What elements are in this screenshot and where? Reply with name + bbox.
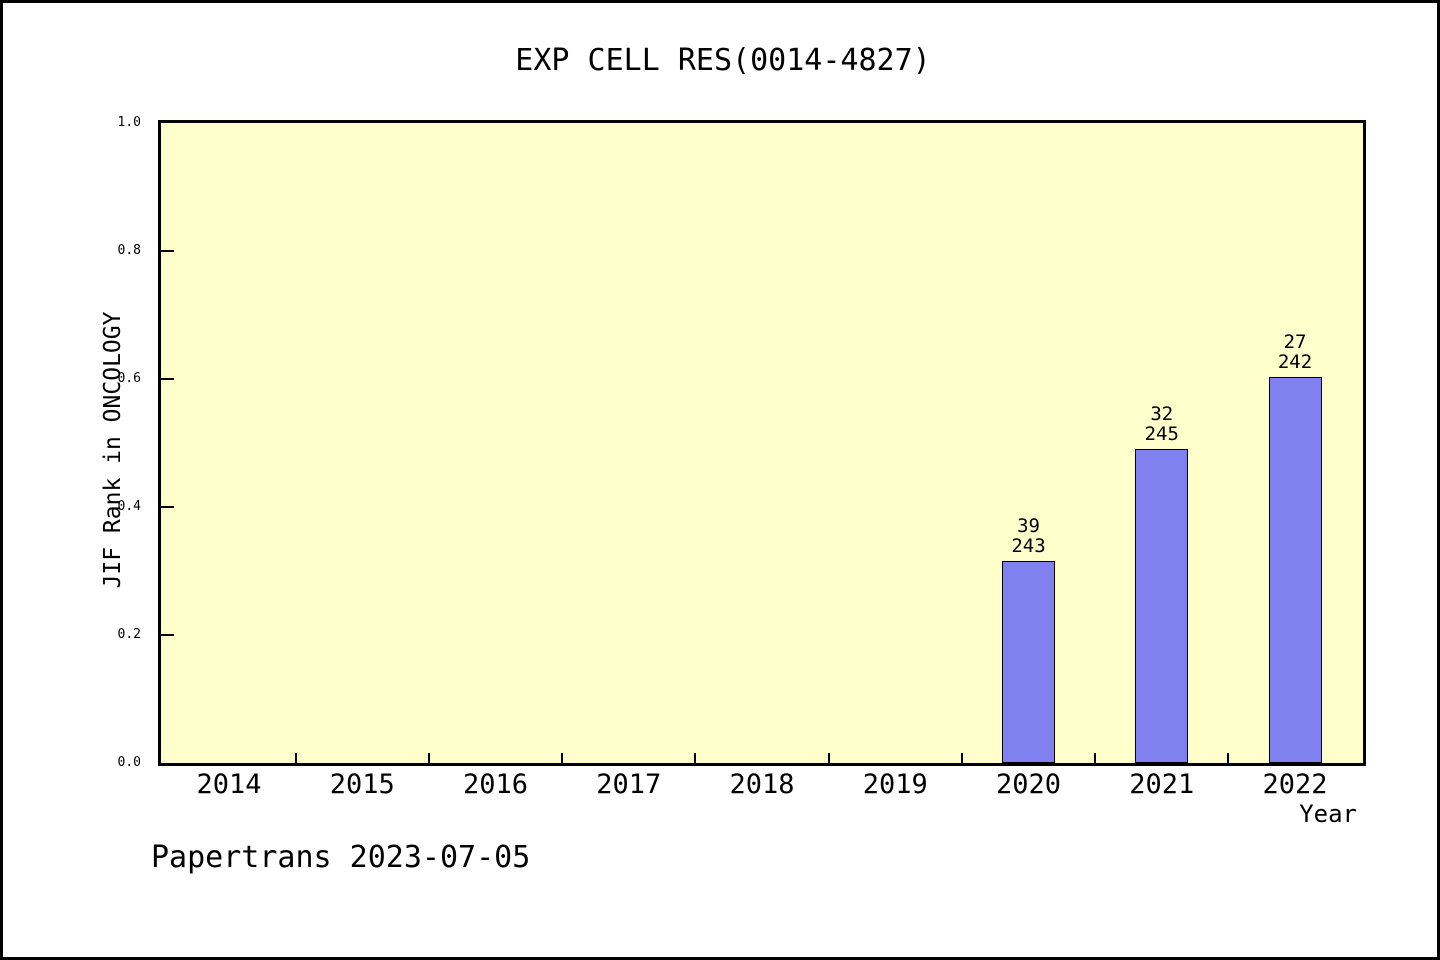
bar-value-label-2021: 32 245 [1102,404,1222,444]
x-tick-mark [960,753,963,763]
bar-rank-2020: 39 [1017,514,1040,537]
y-tick-label-0.0: 0.0 [117,755,141,770]
bar-value-label-2020: 39 243 [969,516,1089,556]
x-tick-label-2022: 2022 [1262,769,1328,800]
x-axis-label: Year [1299,800,1357,828]
bar-rank-2022: 27 [1283,331,1307,354]
y-tick-label-1.0: 1.0 [117,115,141,130]
x-tick-mark [294,753,297,763]
bar-2020 [1002,560,1056,763]
bar-2021 [1135,448,1189,763]
x-tick-mark [1227,753,1230,763]
x-tick-label-2021: 2021 [1129,769,1195,800]
x-tick-mark [827,753,830,763]
x-tick-label-2014: 2014 [196,769,262,800]
y-tick-label-0.2: 0.2 [117,627,141,642]
bar-rank-total-2020: 243 [1011,534,1046,557]
bar-rank-2021: 32 [1150,402,1174,425]
y-tick-label-0.6: 0.6 [117,371,141,386]
y-axis-label: JIF Rank in ONCOLOGY [100,311,126,589]
chart-title: EXP CELL RES(0014-4827) [515,43,931,78]
x-tick-label-2016: 2016 [462,769,528,800]
plot-area: 39 243 32 245 27 242 [158,120,1366,766]
x-tick-label-2020: 2020 [996,769,1062,800]
x-tick-mark [694,753,697,763]
bar-rank-total-2021: 245 [1144,422,1179,445]
bar-rank-total-2022: 242 [1277,351,1313,374]
footer-watermark: Papertrans 2023-07-05 [151,840,531,875]
x-tick-label-2018: 2018 [729,769,795,800]
x-tick-label-2017: 2017 [596,769,662,800]
x-tick-label-2015: 2015 [329,769,395,800]
y-tick-label-0.4: 0.4 [117,499,141,514]
bar-value-label-2022: 27 242 [1235,332,1355,372]
x-tick-mark [427,753,430,763]
x-tick-mark [1094,753,1097,763]
y-tick-mark [161,250,174,252]
y-tick-mark [161,634,174,636]
y-tick-mark [161,378,174,380]
x-tick-label-2019: 2019 [862,769,928,800]
y-tick-label-0.8: 0.8 [117,243,141,258]
bar-2022 [1268,377,1322,763]
x-tick-mark [561,753,564,763]
y-tick-mark [161,506,174,508]
